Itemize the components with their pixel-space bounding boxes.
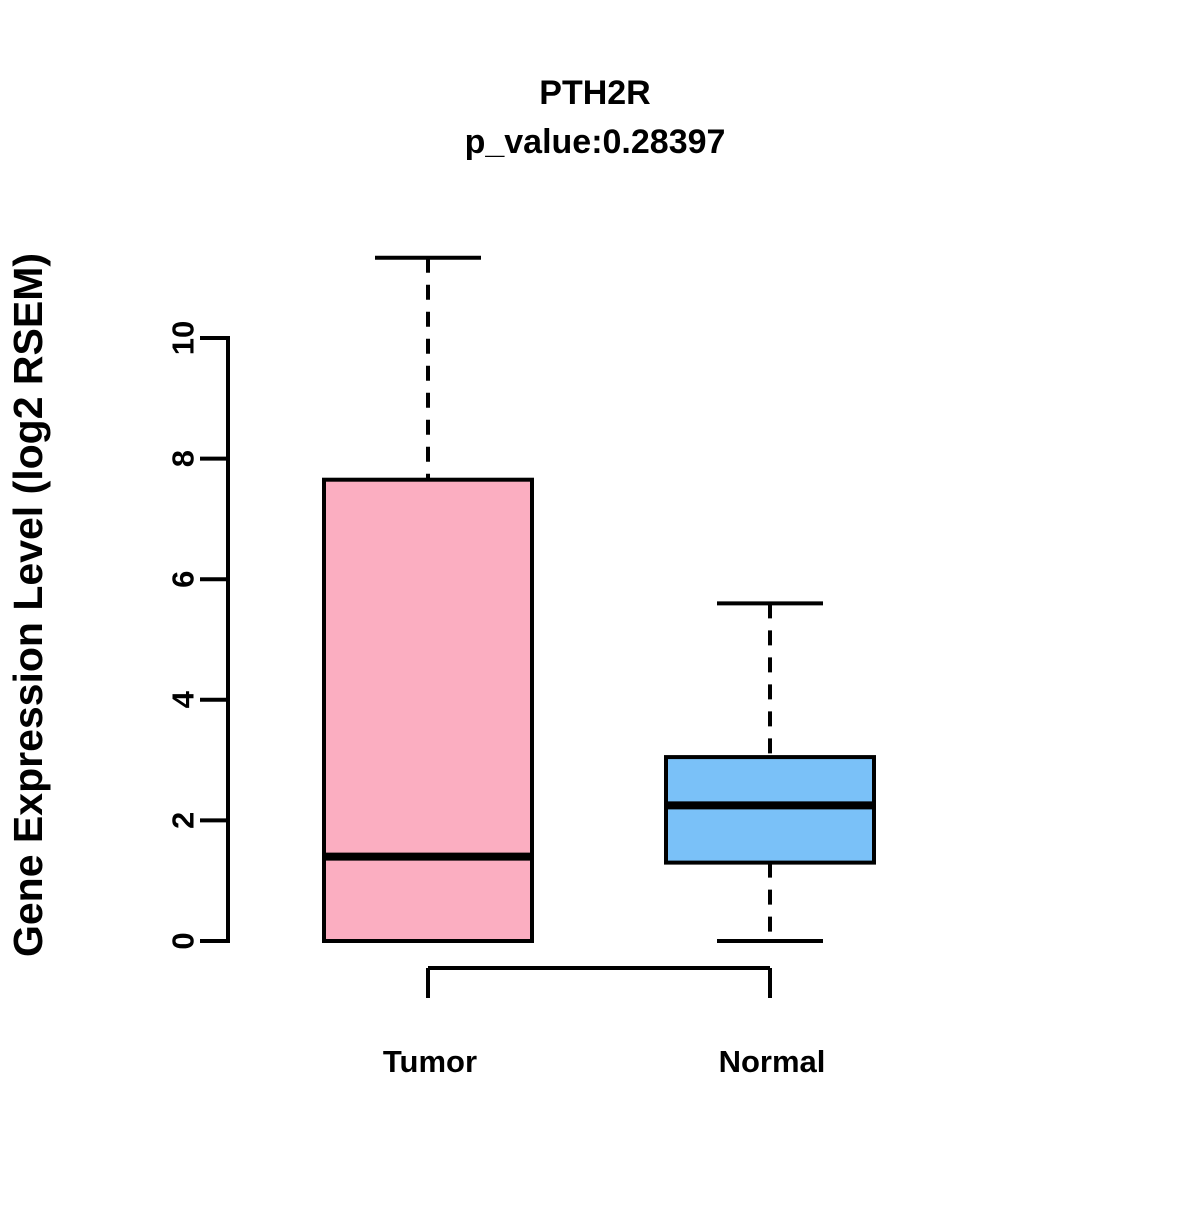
x-tick-label-normal: Normal (719, 1044, 826, 1079)
y-axis-tick-label: 4 (166, 690, 201, 708)
plot-layer: 0 2 4 6 8 10 (166, 255, 876, 998)
y-axis-tick-label: 0 (166, 932, 201, 949)
x-tick-label-tumor: Tumor (383, 1044, 477, 1079)
box-normal (664, 755, 876, 865)
y-axis-tick-label: 2 (166, 812, 201, 829)
chart-subtitle: p_value:0.28397 (465, 123, 726, 161)
y-axis-tick-label: 10 (166, 321, 201, 355)
box-tumor (322, 477, 534, 943)
y-axis-tick-label: 6 (166, 571, 201, 588)
y-axis-tick-label: 8 (166, 450, 201, 467)
chart-title: PTH2R (539, 74, 650, 112)
y-axis-label: Gene Expression Level (log2 RSEM) (5, 253, 51, 957)
